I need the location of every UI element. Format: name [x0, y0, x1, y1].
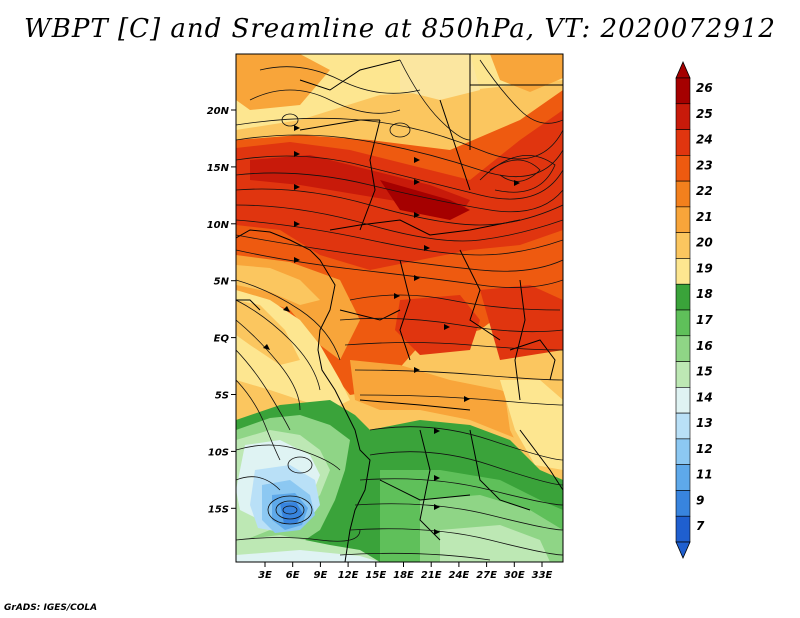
- grads-credit: GrADS: IGES/COLA: [4, 603, 98, 613]
- lat-tick-label: 15S: [208, 504, 229, 515]
- colorbar-label: 12: [696, 442, 713, 456]
- colorbar-label: 26: [696, 81, 713, 95]
- colorbar-segment: [675, 309, 691, 337]
- lon-tick-label: 12E: [338, 570, 359, 581]
- lat-tick-label: 15N: [207, 163, 230, 174]
- colorbar-label: 16: [696, 339, 713, 353]
- colorbar-segment: [675, 258, 691, 285]
- lat-tick-label: 20N: [207, 106, 230, 117]
- colorbar-segment: [675, 464, 691, 491]
- colorbar-segment: [675, 387, 691, 414]
- lon-tick-label: 6E: [286, 570, 300, 581]
- lat-tick-label: 5N: [214, 277, 230, 288]
- lon-tick-label: 24E: [449, 570, 470, 581]
- colorbar-segment: [675, 412, 691, 440]
- latitude-axis: 20N 15N 10N 5N EQ 5S 10S 15S: [207, 106, 236, 515]
- coastlines-and-borders: [236, 54, 563, 562]
- lat-tick-label: 10N: [207, 220, 230, 231]
- colorbar-segment: [675, 283, 691, 311]
- colorbar-label: 11: [696, 468, 713, 482]
- colorbar-label: 22: [696, 184, 713, 198]
- colorbar-segment: [675, 335, 691, 362]
- colorbar-segment: [675, 180, 691, 208]
- colorbar-segment: [675, 490, 691, 517]
- lon-tick-label: 3E: [258, 570, 272, 581]
- colorbar-segment: [675, 155, 691, 182]
- streamline-arrows: [263, 125, 520, 535]
- lon-tick-label: 21E: [421, 570, 442, 581]
- colorbar-segment: [675, 515, 691, 543]
- colorbar-segment: [675, 129, 691, 156]
- colorbar-segment: [675, 103, 691, 130]
- colorbar-label: 14: [696, 390, 713, 404]
- colorbar-segment: [675, 438, 691, 465]
- lon-tick-label: 18E: [393, 570, 414, 581]
- colorbar-label: 24: [696, 133, 713, 147]
- lon-tick-label: 15E: [365, 570, 386, 581]
- map-frame: [235, 53, 564, 563]
- lon-tick-label: 27E: [476, 570, 497, 581]
- longitude-axis: 3E 6E 9E 12E 15E 18E 21E 24E 27E 30E 33E: [258, 562, 553, 581]
- colorbar-label: 9: [696, 493, 704, 507]
- lat-tick-label: EQ: [214, 334, 230, 345]
- colorbar-label: 19: [696, 261, 713, 275]
- colorbar-label: 25: [696, 107, 713, 121]
- lon-tick-label: 33E: [532, 570, 553, 581]
- colorbar-label: 17: [696, 313, 713, 327]
- colorbar-segment: [675, 77, 691, 105]
- lat-tick-label: 10S: [208, 447, 229, 458]
- page-title: WBPT [C] and Sreamline at 850hPa, VT: 20…: [24, 14, 776, 44]
- colorbar: 26 25 24 23 22 21 20 19 18 17 16 15 14 13 12 11 9 7: [675, 61, 713, 559]
- colorbar-segment: [675, 206, 691, 233]
- colorbar-bottom-arrow: [675, 541, 691, 559]
- lon-tick-label: 9E: [314, 570, 328, 581]
- colorbar-top-arrow: [675, 61, 691, 79]
- lon-tick-label: 30E: [504, 570, 525, 581]
- streamlines: [236, 59, 563, 561]
- colorbar-label: 7: [696, 519, 705, 533]
- colorbar-label: 23: [696, 158, 713, 172]
- colorbar-label: 18: [696, 287, 713, 301]
- colorbar-label: 15: [696, 365, 713, 379]
- colorbar-label: 21: [696, 210, 713, 224]
- colorbar-segment: [675, 361, 691, 388]
- colorbar-label: 13: [696, 416, 713, 430]
- lat-tick-label: 5S: [215, 391, 229, 402]
- colorbar-segment: [675, 232, 691, 259]
- colorbar-label: 20: [696, 236, 713, 250]
